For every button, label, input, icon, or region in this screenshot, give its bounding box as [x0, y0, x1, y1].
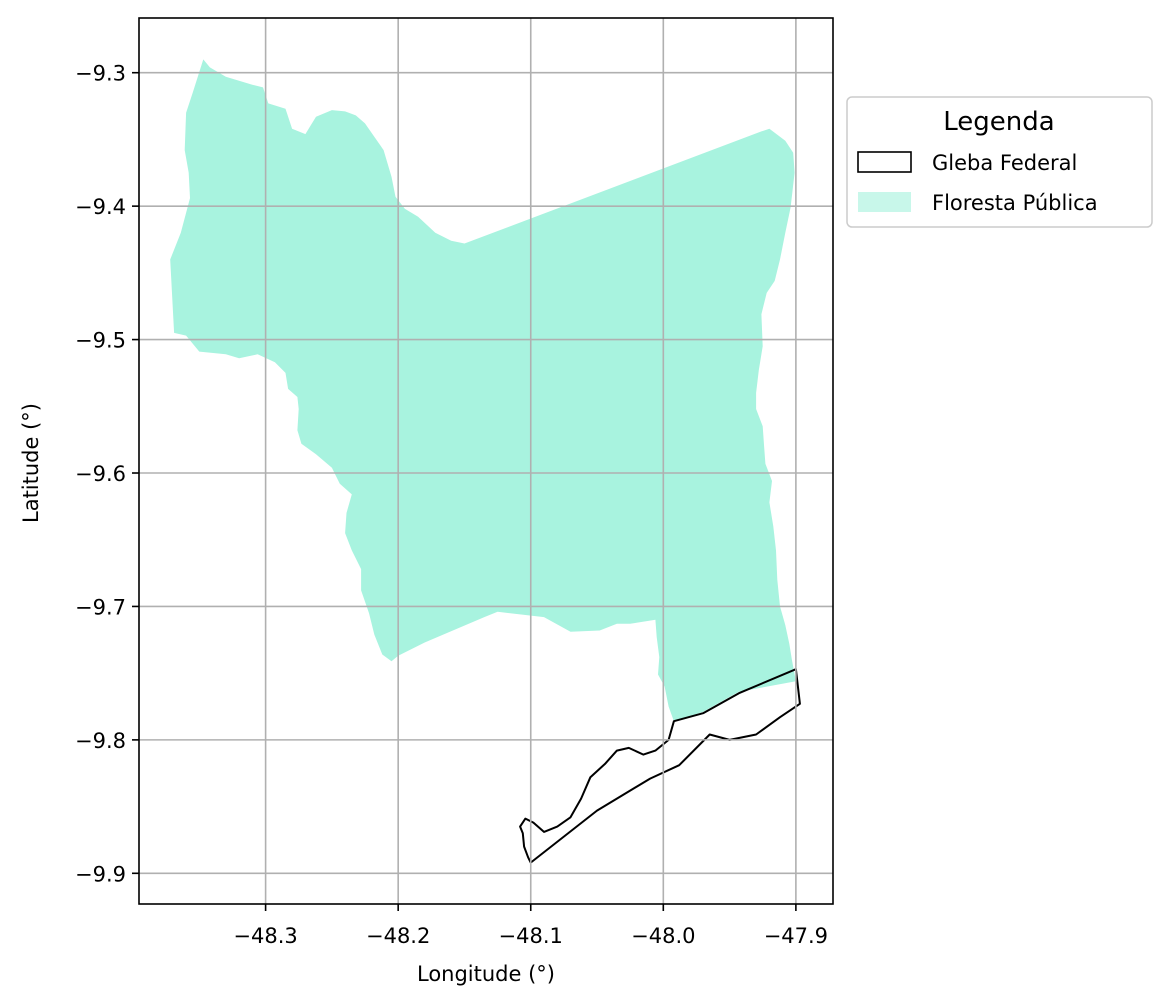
y-tick-label-6: −9.9 [75, 862, 126, 886]
map-plot-area [138, 17, 834, 905]
layer-floresta-publica [170, 59, 796, 722]
x-tick-label-3: −48.0 [631, 924, 695, 948]
y-tick-label-3: −9.6 [75, 462, 126, 486]
grid-lines [139, 18, 833, 904]
x-axis-label: Longitude (°) [417, 962, 555, 986]
x-tick-label-1: −48.2 [366, 924, 430, 948]
x-tick-label-4: −47.9 [764, 924, 828, 948]
legend-title: Legenda [943, 107, 1054, 137]
legend-frame [846, 96, 1153, 228]
y-axis-label: Latitude (°) [19, 403, 43, 523]
y-tick-label-5: −9.8 [75, 729, 126, 753]
x-axis-ticks: −48.3 −48.2 −48.1 −48.0 −47.9 [233, 904, 828, 948]
plot-frame [138, 17, 834, 905]
x-tick-label-0: −48.3 [233, 924, 297, 948]
legend-swatch-gleba-federal [857, 151, 912, 173]
x-tick-label-2: −48.1 [499, 924, 563, 948]
legend-swatch-floresta-publica [858, 192, 911, 212]
y-tick-label-2: −9.5 [75, 329, 126, 353]
y-tick-label-0: −9.3 [75, 62, 126, 86]
legend-label-gleba-federal: Gleba Federal [932, 151, 1077, 175]
legend: Legenda Gleba Federal Floresta Pública [846, 96, 1153, 228]
legend-label-floresta-publica: Floresta Pública [932, 191, 1098, 215]
y-tick-label-1: −9.4 [75, 195, 126, 219]
y-axis-ticks: −9.3 −9.4 −9.5 −9.6 −9.7 −9.8 −9.9 [75, 62, 139, 886]
y-tick-label-4: −9.7 [75, 595, 126, 619]
